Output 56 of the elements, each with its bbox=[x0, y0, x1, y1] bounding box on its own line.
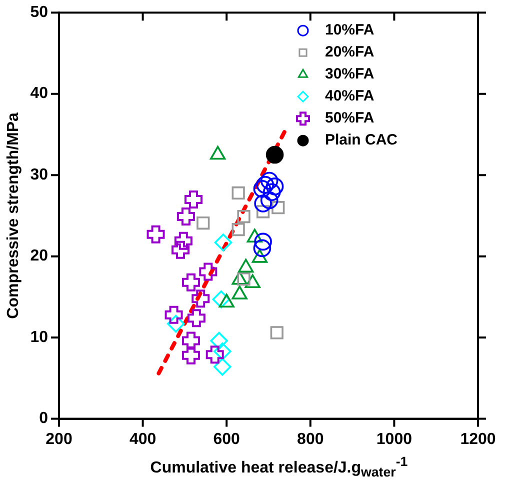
point bbox=[210, 332, 228, 350]
point bbox=[260, 191, 278, 210]
x-tick-label: 200 bbox=[46, 430, 72, 448]
point bbox=[266, 178, 284, 196]
point bbox=[184, 190, 202, 208]
legend-label: Plain CAC bbox=[325, 132, 398, 149]
point bbox=[254, 194, 272, 212]
point bbox=[214, 234, 232, 252]
point bbox=[262, 183, 281, 202]
point bbox=[212, 290, 230, 308]
point bbox=[164, 306, 183, 324]
y-tick-label: 40 bbox=[30, 85, 48, 102]
point bbox=[196, 216, 210, 230]
point bbox=[167, 314, 185, 333]
point bbox=[260, 172, 278, 190]
point bbox=[272, 201, 285, 214]
legend-label: 30%FA bbox=[325, 66, 374, 83]
y-tick-label: 10 bbox=[30, 328, 48, 346]
x-tick-label: 1200 bbox=[460, 430, 496, 448]
point bbox=[176, 208, 195, 226]
legend-label: 40%FA bbox=[325, 88, 374, 105]
point bbox=[266, 146, 284, 164]
point bbox=[174, 232, 192, 250]
point bbox=[182, 332, 200, 350]
y-tick-label: 0 bbox=[39, 410, 48, 428]
point bbox=[214, 358, 232, 376]
point bbox=[182, 273, 200, 292]
x-tick-label: 400 bbox=[129, 430, 156, 448]
point bbox=[237, 210, 250, 224]
point bbox=[253, 180, 272, 198]
point bbox=[214, 342, 232, 360]
point bbox=[172, 240, 190, 259]
legend-label: 50%FA bbox=[325, 110, 374, 127]
point bbox=[253, 239, 272, 258]
legend-label: 10%FA bbox=[325, 22, 374, 39]
point bbox=[206, 346, 224, 364]
y-tick-label: 50 bbox=[30, 4, 48, 22]
point bbox=[254, 232, 272, 251]
y-tick-label: 20 bbox=[30, 248, 48, 265]
y-axis-title: Compressive strength/MPa bbox=[5, 112, 22, 319]
x-tick-label: 600 bbox=[213, 430, 240, 448]
point bbox=[270, 326, 284, 340]
point bbox=[146, 225, 165, 244]
point bbox=[182, 346, 200, 364]
point bbox=[192, 290, 210, 308]
point bbox=[256, 176, 274, 194]
point bbox=[256, 205, 270, 218]
point bbox=[237, 272, 250, 286]
legend-label: 20%FA bbox=[325, 44, 374, 61]
y-tick-label: 30 bbox=[30, 166, 48, 184]
point bbox=[232, 186, 245, 200]
x-tick-label: 1000 bbox=[376, 430, 412, 448]
point bbox=[199, 262, 218, 281]
point bbox=[187, 309, 206, 328]
point bbox=[232, 222, 245, 236]
x-tick-label: 800 bbox=[297, 430, 324, 448]
